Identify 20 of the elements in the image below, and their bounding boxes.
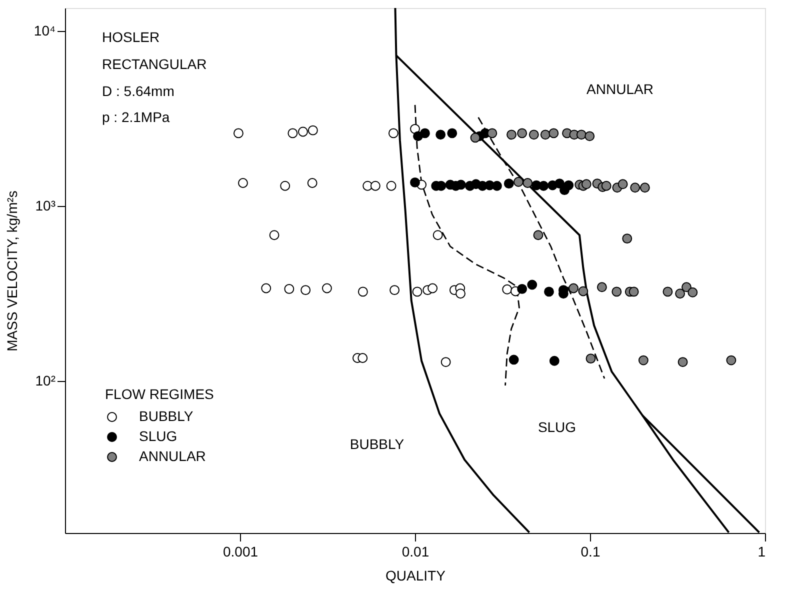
x-tick-label: 0.001: [222, 544, 258, 560]
y-tick-label: 10⁴: [34, 22, 56, 38]
annotation: SLUG: [538, 419, 576, 435]
legend-label: SLUG: [139, 428, 178, 444]
x-tick-label: 1: [758, 544, 766, 560]
x-axis-title: QUALITY: [386, 568, 446, 584]
annotation: D : 5.64mm: [102, 83, 174, 99]
annotation: ANNULAR: [586, 81, 654, 97]
annotation: HOSLER: [102, 29, 160, 45]
x-tick-label: 0.1: [580, 544, 600, 560]
y-tick-label: 10²: [35, 372, 56, 388]
legend-label: BUBBLY: [139, 408, 194, 424]
x-tick-label: 0.01: [402, 544, 430, 560]
legend-title: FLOW REGIMES: [105, 386, 214, 402]
annotation: BUBBLY: [350, 436, 405, 452]
annotation: RECTANGULAR: [102, 56, 207, 72]
legend-label: ANNULAR: [139, 448, 206, 464]
annotation: p : 2.1MPa: [102, 109, 170, 125]
y-tick-label: 10³: [35, 197, 56, 214]
y-axis-title: MASS VELOCITY, kg/m²s: [4, 190, 20, 352]
